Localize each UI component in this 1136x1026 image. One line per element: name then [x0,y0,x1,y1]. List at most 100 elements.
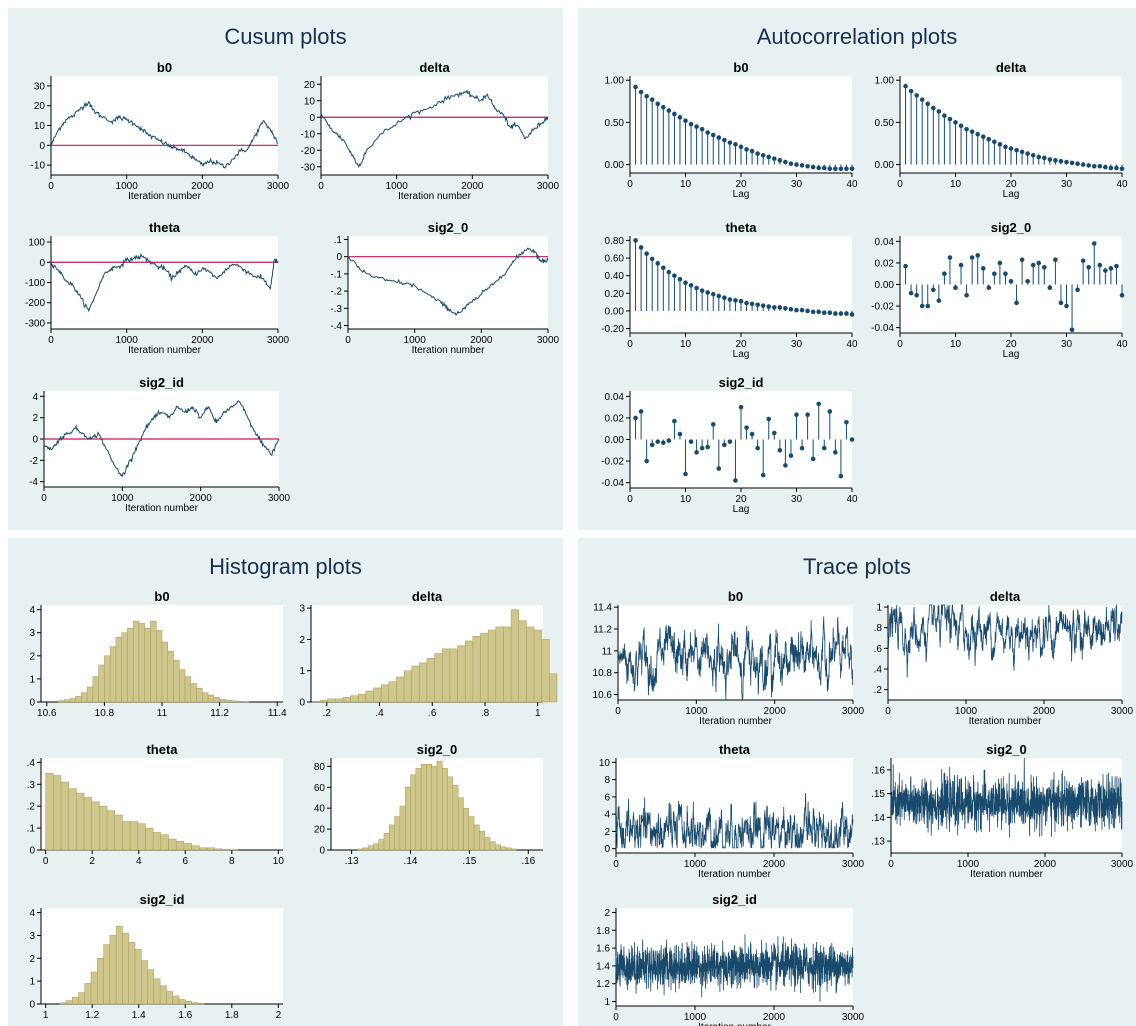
acf-point [760,303,766,308]
acf-point [722,295,727,301]
subplot-delta: delta -30 -20 -10 0 10 20 0 1000 2000 3000 Iteratio… [301,60,560,202]
y-tick-label: .14 [871,813,885,824]
histogram-bar [489,841,496,851]
x-tick-label: 2000 [470,335,493,346]
acf-point [849,166,855,172]
acf-point [716,135,722,140]
acf-point [805,412,810,418]
histogram-bar [342,697,351,703]
acf-point [733,142,738,147]
acf-point [844,419,849,425]
acf-point [1042,264,1047,270]
histogram-bar [495,626,504,703]
acf-point [644,458,649,464]
x-tick-label: 0 [897,179,903,190]
acf-point [666,108,672,113]
x-tick-label: 30 [791,339,803,350]
y-tick-label: 4 [604,810,610,821]
acf-point [1030,262,1036,268]
histogram-bar [114,814,123,851]
y-tick-label: 1.6 [596,944,610,955]
acf-point [925,303,931,309]
histogram-bar [219,698,226,703]
panel-cusum: Cusum plots b0 -10 0 10 20 30 0 1000 2000 3000 Ite… [8,8,563,530]
acf-point [644,93,649,99]
x-tick-label: 40 [846,339,858,350]
acf-point [694,450,699,455]
y-tick-label: 0.02 [875,258,895,269]
y-tick-label: 100 [28,238,45,249]
acf-point [1114,165,1119,171]
x-tick-label: 20 [735,494,747,505]
x-tick-label: .2 [323,708,332,719]
histogram-bar [225,699,232,703]
acf-point [1025,151,1030,156]
acf-point [666,269,672,275]
histogram-bar [91,801,100,851]
acf-point [783,159,788,165]
x-tick-label: .15 [462,856,476,867]
histogram-bar [58,700,65,703]
panel-histogram: Histogram plots b0 0 1 2 3 4 10.6 10.8 11 11.2 11.… [8,538,563,1026]
plot-area [348,236,548,329]
histogram-bar [214,848,223,851]
acf-point [1014,300,1019,306]
y-tick-label: .1 [27,824,36,835]
x-tick-label: 11.4 [268,708,287,719]
x-tick-label: 10 [950,179,962,190]
y-tick-label: 0 [32,435,38,446]
histogram-bar [362,847,369,851]
histogram-bar [510,848,517,851]
x-tick-label: 10.8 [95,708,115,719]
x-tick-label: 1000 [685,706,708,717]
plot-area [321,76,548,175]
histogram-bar [127,627,134,703]
histogram-bar [500,846,507,851]
acf-point [727,140,733,145]
histogram-bar [173,660,180,703]
subplot-sig2-0: sig2_0 -0.04 -0.02 0.00 0.02 0.04 0 10 20 30 40 Lag [871,220,1128,360]
y-tick-label: 0.02 [605,413,625,424]
acf-point [733,298,738,303]
x-tick-label: 10 [680,339,692,350]
acf-point [849,437,855,442]
histogram-bar [457,797,464,851]
histogram-bar [436,760,443,851]
x-tick-label: 2000 [461,181,484,192]
acf-point [1086,264,1091,270]
acf-point [772,305,777,310]
x-tick-label: 2000 [763,1012,786,1023]
acf-point [760,472,766,478]
acf-point [738,144,744,150]
y-tick-label: .6 [874,644,883,655]
x-tick-label: 0 [627,494,633,505]
y-tick-label: 1.8 [596,926,610,937]
x-tick-label: 2000 [763,859,786,870]
histogram-bar [132,620,140,703]
x-tick-label: 1 [43,1010,49,1021]
histogram-bar [121,632,128,703]
acf-point [947,116,953,122]
x-tick-label: 0 [885,706,891,717]
histogram-bar [184,676,192,703]
histogram-bar [463,807,470,851]
histogram-bar [367,845,374,851]
acf-point [638,89,644,95]
x-tick-label: 2000 [190,493,213,504]
y-tick-label: 0.40 [605,271,625,282]
x-tick-label: 0 [613,1012,619,1023]
histogram-bar [196,687,203,703]
y-tick-label: 0 [29,698,35,709]
y-tick-label: .13 [871,837,885,848]
y-tick-label: 1.2 [596,979,610,990]
histogram-bar [426,657,435,703]
histogram-bar [190,683,197,703]
acf-point [744,300,749,306]
x-tick-label: 2000 [1033,706,1056,717]
x-tick-label: 0 [318,181,324,192]
histogram-bar [178,999,186,1005]
acf-point [1030,152,1036,158]
x-tick-label: 0 [615,706,621,717]
